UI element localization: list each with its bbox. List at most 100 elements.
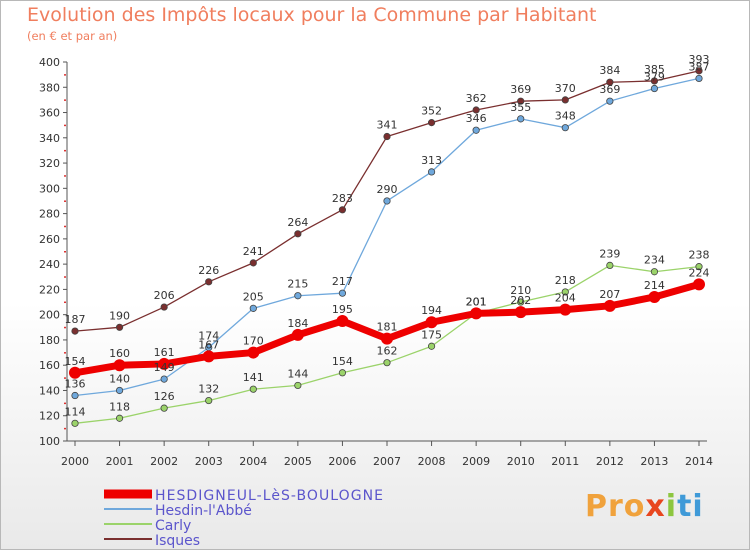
data-label: 187 <box>65 313 86 326</box>
data-point <box>291 328 304 341</box>
y-tick-label: 180 <box>39 334 60 347</box>
proxiti-logo: Proxiti <box>585 489 704 524</box>
data-point <box>160 404 168 412</box>
data-point <box>517 115 525 123</box>
data-point <box>427 168 436 176</box>
data-label: 174 <box>198 330 219 343</box>
y-minor-tick <box>64 200 66 202</box>
data-label: 136 <box>65 378 86 391</box>
data-point <box>470 307 483 320</box>
data-label: 154 <box>332 355 353 368</box>
data-point <box>427 342 436 350</box>
data-point <box>383 132 391 141</box>
x-tick-label: 2008 <box>418 455 446 468</box>
data-label: 370 <box>555 82 576 95</box>
data-point <box>650 84 659 93</box>
data-label: 290 <box>377 183 398 196</box>
data-label: 362 <box>466 92 487 105</box>
data-label: 234 <box>644 254 665 267</box>
data-point <box>160 303 168 311</box>
data-label: 238 <box>689 249 710 262</box>
data-label: 202 <box>510 294 531 307</box>
y-minor-tick <box>64 175 66 177</box>
data-point <box>294 230 302 238</box>
y-minor-tick <box>64 402 66 405</box>
x-tick-label: 2005 <box>284 455 312 468</box>
data-label: 224 <box>689 266 710 279</box>
data-point <box>648 290 661 303</box>
data-point <box>113 359 126 372</box>
x-tick-label: 2004 <box>239 455 267 468</box>
data-point <box>472 126 480 134</box>
y-tick-label: 100 <box>39 435 60 448</box>
data-label: 379 <box>644 71 665 84</box>
x-tick-label: 2013 <box>640 455 668 468</box>
y-minor-tick <box>64 352 66 354</box>
y-tick-label: 160 <box>39 359 60 372</box>
data-label: 204 <box>555 292 576 305</box>
data-label: 385 <box>644 63 665 76</box>
data-label: 201 <box>466 295 487 308</box>
data-point <box>695 263 703 271</box>
data-label: 140 <box>109 372 130 385</box>
data-point <box>247 346 260 359</box>
data-label: 144 <box>287 367 308 380</box>
data-label: 205 <box>243 290 264 303</box>
data-point <box>472 106 480 114</box>
data-point <box>561 96 569 104</box>
data-label: 348 <box>555 110 576 123</box>
data-label: 162 <box>377 345 398 358</box>
data-point <box>606 97 614 105</box>
data-label: 217 <box>332 275 353 288</box>
data-label: 206 <box>154 289 175 302</box>
data-label: 210 <box>510 284 531 297</box>
data-label: 175 <box>421 328 442 341</box>
y-minor-tick <box>64 99 66 101</box>
data-point <box>650 77 659 85</box>
data-point <box>202 350 215 363</box>
data-point <box>383 359 391 367</box>
y-tick-label: 380 <box>39 81 60 94</box>
legend-label: Carly <box>155 518 191 534</box>
data-label: 132 <box>198 383 219 396</box>
y-minor-tick <box>64 225 66 228</box>
x-tick-label: 2006 <box>328 455 356 468</box>
chart-title: Evolution des Impôts locaux pour la Comm… <box>27 4 597 26</box>
data-label: 141 <box>243 371 264 384</box>
data-point <box>517 97 525 105</box>
data-label: 355 <box>510 101 531 114</box>
data-point <box>606 78 614 86</box>
y-tick-label: 120 <box>39 410 60 423</box>
data-point <box>517 298 525 306</box>
x-tick-label: 2009 <box>462 455 490 468</box>
y-tick-label: 400 <box>39 56 60 69</box>
data-label: 207 <box>599 288 620 301</box>
data-label: 201 <box>466 295 487 308</box>
data-label: 283 <box>332 192 353 205</box>
data-label: 190 <box>109 309 130 322</box>
y-minor-tick <box>64 149 66 152</box>
data-label: 393 <box>689 53 710 66</box>
data-point <box>695 67 703 75</box>
y-tick-label: 280 <box>39 208 60 221</box>
data-point <box>294 381 302 390</box>
data-point <box>514 306 527 319</box>
data-point <box>158 357 171 370</box>
y-minor-tick <box>64 427 66 430</box>
y-minor-tick <box>64 251 66 253</box>
data-point <box>606 261 614 269</box>
data-point <box>338 206 347 214</box>
data-point <box>561 124 569 132</box>
data-point <box>160 375 168 383</box>
chart-subtitle: (en € et par an) <box>27 29 118 43</box>
data-label: 239 <box>599 247 620 260</box>
x-tick-label: 2014 <box>685 455 713 468</box>
data-label: 384 <box>599 64 620 77</box>
data-label: 264 <box>287 216 308 229</box>
data-point <box>249 385 257 393</box>
data-label: 184 <box>287 317 308 330</box>
data-label: 181 <box>377 321 398 334</box>
data-label: 149 <box>154 361 175 374</box>
